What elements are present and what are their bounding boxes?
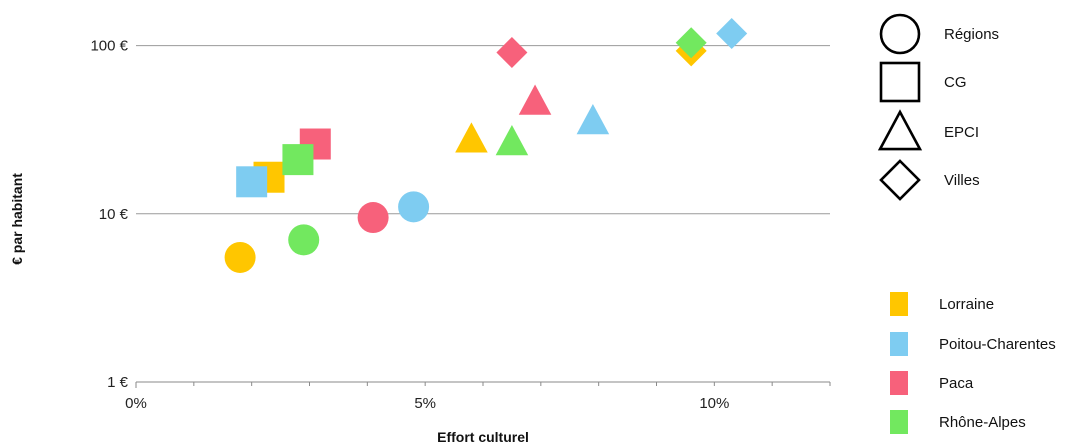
shape-legend-label: Villes <box>944 172 980 189</box>
x-tick-label: 10% <box>699 395 729 412</box>
legend-square-icon <box>879 61 921 103</box>
data-point-triangle <box>518 84 552 115</box>
legend-swatch <box>890 332 908 356</box>
data-point-triangle <box>495 124 529 156</box>
y-axis-title: € par habitant <box>9 173 25 265</box>
y-tick-label: 100 € <box>90 38 128 55</box>
y-tick-label: 10 € <box>99 206 129 223</box>
axes: 1 € 10 € 100 € 0% 5% 10% <box>90 38 831 412</box>
legend-swatch <box>890 292 908 316</box>
shape-legend-label: EPCI <box>944 124 979 141</box>
legend-diamond-icon <box>879 159 921 201</box>
shape-legend-label: CG <box>944 74 967 91</box>
color-legend-label: Poitou-Charentes <box>939 336 1056 353</box>
legend-swatch <box>890 410 908 434</box>
color-legend-label: Lorraine <box>939 296 994 313</box>
data-point-square <box>236 166 268 198</box>
shape-legend: Régions CG EPCI Villes <box>877 13 999 201</box>
data-point-diamond <box>716 18 748 50</box>
data-point-circle <box>357 202 389 234</box>
legend-triangle-icon <box>877 109 923 151</box>
color-legend-label: Paca <box>939 375 974 392</box>
data-point-circle <box>224 241 256 273</box>
x-axis-title: Effort culturel <box>437 429 529 445</box>
color-legend-label: Rhône-Alpes <box>939 414 1026 431</box>
y-tick-label: 1 € <box>107 374 129 391</box>
gridlines <box>136 45 830 215</box>
data-point-triangle <box>455 122 488 153</box>
legend-circle-icon <box>879 13 921 55</box>
legend-swatch <box>890 371 908 395</box>
shape-legend-label: Régions <box>944 26 999 43</box>
data-point-diamond <box>496 37 528 69</box>
data-point-circle <box>398 191 430 223</box>
color-legend: Lorraine Poitou-Charentes Paca Rhône-Alpes <box>890 292 1056 434</box>
data-point-triangle <box>576 103 610 135</box>
data-points <box>224 18 748 273</box>
data-point-diamond <box>675 27 707 59</box>
data-point-circle <box>288 224 320 256</box>
x-tick-label: 0% <box>125 395 147 412</box>
x-tick-label: 5% <box>414 395 436 412</box>
data-point-square <box>282 144 314 176</box>
